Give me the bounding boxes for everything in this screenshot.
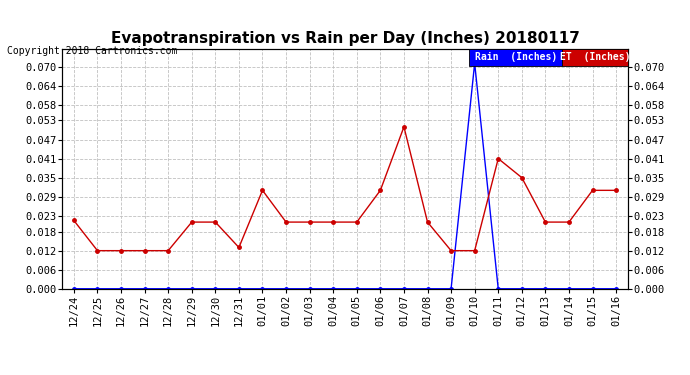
Text: Rain  (Inches): Rain (Inches) [475,52,557,62]
Text: Copyright 2018 Cartronics.com: Copyright 2018 Cartronics.com [7,46,177,56]
Title: Evapotranspiration vs Rain per Day (Inches) 20180117: Evapotranspiration vs Rain per Day (Inch… [110,31,580,46]
Text: ET  (Inches): ET (Inches) [560,52,631,62]
